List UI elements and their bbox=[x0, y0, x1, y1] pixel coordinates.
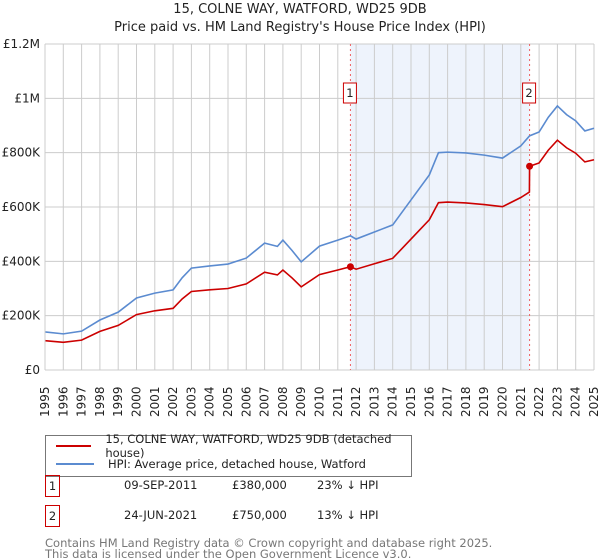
chart-title: 15, COLNE WAY, WATFORD, WD25 9DB bbox=[173, 2, 427, 17]
y-tick-label: £800K bbox=[2, 146, 42, 160]
footer-line: This data is licensed under the Open Gov… bbox=[45, 547, 412, 560]
x-tick-label: 2012 bbox=[349, 386, 363, 417]
transaction-price: £380,000 bbox=[232, 478, 287, 492]
x-tick-label: 2021 bbox=[514, 386, 528, 417]
x-tick-label: 2003 bbox=[184, 386, 198, 417]
transaction-price: £750,000 bbox=[232, 508, 287, 522]
x-tick-label: 2001 bbox=[148, 386, 162, 417]
transaction-row: 1 09-SEP-2011 £380,000 23% ↓ HPI bbox=[45, 475, 545, 497]
transaction-marker: 2 bbox=[45, 505, 60, 527]
legend-item-property: 15, COLNE WAY, WATFORD, WD25 9DB (detach… bbox=[56, 432, 411, 460]
x-tick-label: 1999 bbox=[111, 386, 125, 417]
legend-swatch-red bbox=[56, 445, 92, 447]
x-tick-label: 2010 bbox=[313, 386, 327, 417]
x-tick-label: 2004 bbox=[203, 386, 217, 417]
transaction-date: 09-SEP-2011 bbox=[124, 478, 198, 492]
y-tick-label: £1.2M bbox=[3, 37, 40, 51]
y-tick-label: £0 bbox=[25, 363, 40, 377]
x-tick-label: 2011 bbox=[331, 386, 345, 417]
sale-point bbox=[346, 263, 354, 271]
x-tick-label: 2005 bbox=[221, 386, 235, 417]
sale-label: 1 bbox=[346, 86, 353, 100]
legend: 15, COLNE WAY, WATFORD, WD25 9DB (detach… bbox=[45, 432, 412, 477]
legend-label: HPI: Average price, detached house, Watf… bbox=[108, 457, 366, 471]
x-tick-label: 2024 bbox=[569, 386, 583, 417]
x-tick-label: 2008 bbox=[276, 386, 290, 417]
series-line bbox=[44, 104, 595, 335]
legend-item-hpi: HPI: Average price, detached house, Watf… bbox=[56, 454, 366, 474]
footer-line: Contains HM Land Registry data © Crown c… bbox=[45, 536, 493, 550]
y-tick-label: £1M bbox=[14, 91, 40, 105]
legend-swatch-blue bbox=[56, 463, 94, 465]
x-tick-label: 2023 bbox=[550, 386, 564, 417]
y-tick-label: £600K bbox=[2, 200, 42, 214]
transaction-date: 24-JUN-2021 bbox=[124, 508, 198, 522]
x-tick-label: 1997 bbox=[75, 386, 89, 417]
footer: Contains HM Land Registry data © Crown c… bbox=[45, 536, 493, 560]
sale-point bbox=[526, 162, 534, 170]
x-tick-label: 2009 bbox=[294, 386, 308, 417]
x-tick-label: 2013 bbox=[367, 386, 381, 417]
x-tick-label: 2002 bbox=[166, 386, 180, 417]
chart-plot: 1995 1996 1997 1998 1999 2000 2001 2002 2003 2004… bbox=[2, 37, 600, 417]
transaction-hpi: 13% ↓ HPI bbox=[317, 508, 379, 522]
x-tick-label: 2019 bbox=[477, 386, 491, 417]
sale-label-box bbox=[342, 82, 357, 104]
x-tick-label: 1996 bbox=[56, 386, 70, 417]
legend-label: 15, COLNE WAY, WATFORD, WD25 9DB (detach… bbox=[105, 432, 392, 460]
x-tick-label: 2025 bbox=[587, 386, 600, 417]
sale-label: 2 bbox=[525, 86, 532, 100]
x-tick-label: 2022 bbox=[532, 386, 546, 417]
y-tick-label: £200K bbox=[2, 309, 42, 323]
x-tick-label: 2017 bbox=[441, 386, 455, 417]
chart-subtitle: Price paid vs. HM Land Registry's House … bbox=[114, 20, 486, 35]
transaction-hpi: 23% ↓ HPI bbox=[317, 478, 379, 492]
x-tick-label: 1995 bbox=[38, 386, 52, 417]
x-tick-label: 2016 bbox=[422, 386, 436, 417]
x-tick-label: 2018 bbox=[459, 386, 473, 417]
y-tick-label: £400K bbox=[2, 254, 42, 268]
x-tick-label: 2015 bbox=[404, 386, 418, 417]
x-tick-label: 2014 bbox=[386, 386, 400, 417]
x-tick-label: 2000 bbox=[130, 386, 144, 417]
transaction-marker: 1 bbox=[45, 475, 60, 497]
transaction-row: 2 24-JUN-2021 £750,000 13% ↓ HPI bbox=[45, 505, 545, 527]
x-tick-label: 2020 bbox=[496, 386, 510, 417]
sale-label-box bbox=[522, 82, 537, 104]
x-tick-label: 2006 bbox=[239, 386, 253, 417]
x-tick-label: 1998 bbox=[93, 386, 107, 417]
x-tick-label: 2007 bbox=[258, 386, 272, 417]
